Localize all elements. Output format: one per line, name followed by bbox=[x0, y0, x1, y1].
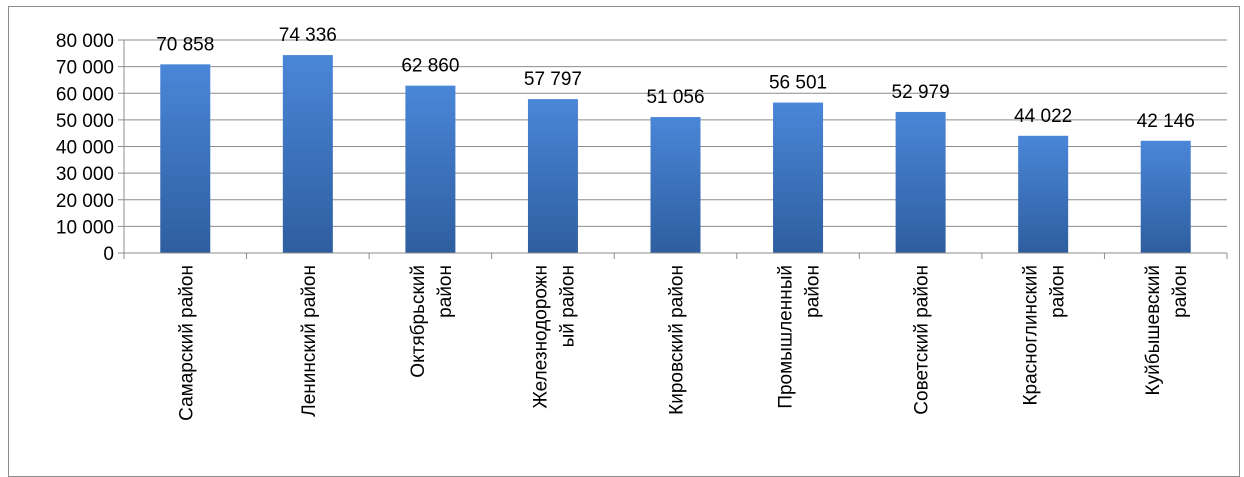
bar bbox=[1140, 140, 1191, 253]
category-label-line: Красноглинский bbox=[1021, 265, 1042, 406]
y-tick-label: 0 bbox=[103, 244, 114, 265]
data-label: 74 336 bbox=[279, 25, 337, 46]
category-labels: Самарский район Ленинский район Октябрьски… bbox=[176, 265, 1191, 421]
y-tick-label: 70 000 bbox=[56, 58, 114, 79]
y-tick-label: 40 000 bbox=[56, 138, 114, 159]
category-label-line: Октябрьский bbox=[408, 265, 429, 378]
category-label: Советский район bbox=[912, 265, 933, 415]
category-label-line: район bbox=[1170, 265, 1191, 318]
y-tick-label: 10 000 bbox=[56, 217, 114, 238]
category-label-line: Промышленный bbox=[776, 265, 797, 409]
category-label: Ленинский район bbox=[299, 265, 320, 417]
bar bbox=[650, 117, 701, 253]
bar bbox=[527, 99, 578, 254]
category-label-line: Кировский район bbox=[667, 265, 688, 415]
x-axis bbox=[123, 252, 1228, 259]
data-label: 42 146 bbox=[1137, 111, 1195, 132]
category-label-line: Самарский район bbox=[176, 265, 197, 421]
data-label: 57 797 bbox=[524, 69, 582, 90]
y-tick-label: 20 000 bbox=[56, 191, 114, 212]
category-label: Куйбышевский район bbox=[1143, 265, 1191, 395]
category-label: Кировский район bbox=[667, 265, 688, 415]
category-label-line: Железнодорожн bbox=[530, 265, 551, 409]
data-labels: 70 858 74 336 62 860 57 797 51 056 56 501 52 9… bbox=[156, 25, 1195, 132]
data-label: 51 056 bbox=[646, 87, 704, 108]
bar bbox=[405, 85, 456, 253]
category-label-line: Куйбышевский bbox=[1143, 265, 1164, 395]
bar bbox=[160, 64, 211, 253]
category-label-line: Советский район bbox=[912, 265, 933, 415]
bar bbox=[282, 55, 333, 253]
category-label-line: район bbox=[435, 265, 456, 318]
category-label: Промышленный район bbox=[776, 265, 824, 409]
data-label: 52 979 bbox=[892, 82, 950, 103]
category-label-line: Ленинский район bbox=[299, 265, 320, 417]
bar bbox=[1018, 135, 1069, 253]
category-label: Красноглинский район bbox=[1021, 265, 1069, 406]
y-tick-label: 80 000 bbox=[56, 31, 114, 52]
y-tick-label: 30 000 bbox=[56, 164, 114, 185]
data-label: 62 860 bbox=[401, 56, 459, 77]
category-label-line: район bbox=[803, 265, 824, 318]
y-axis-ticks: 0 10 000 20 000 30 000 40 000 50 000 60 000 70 … bbox=[56, 31, 125, 265]
data-label: 56 501 bbox=[769, 73, 827, 94]
category-label-line: ый район bbox=[557, 265, 578, 347]
y-tick-label: 50 000 bbox=[56, 111, 114, 132]
category-label-line: район bbox=[1048, 265, 1069, 318]
category-label: Самарский район bbox=[176, 265, 197, 421]
category-label: Октябрьский район bbox=[408, 265, 456, 378]
bar bbox=[773, 102, 824, 253]
bar bbox=[895, 111, 946, 253]
data-label: 70 858 bbox=[156, 34, 214, 55]
y-tick-label: 60 000 bbox=[56, 84, 114, 105]
bars bbox=[160, 55, 1191, 254]
data-label: 44 022 bbox=[1014, 106, 1072, 127]
category-label: Железнодорожн ый район bbox=[530, 265, 578, 409]
